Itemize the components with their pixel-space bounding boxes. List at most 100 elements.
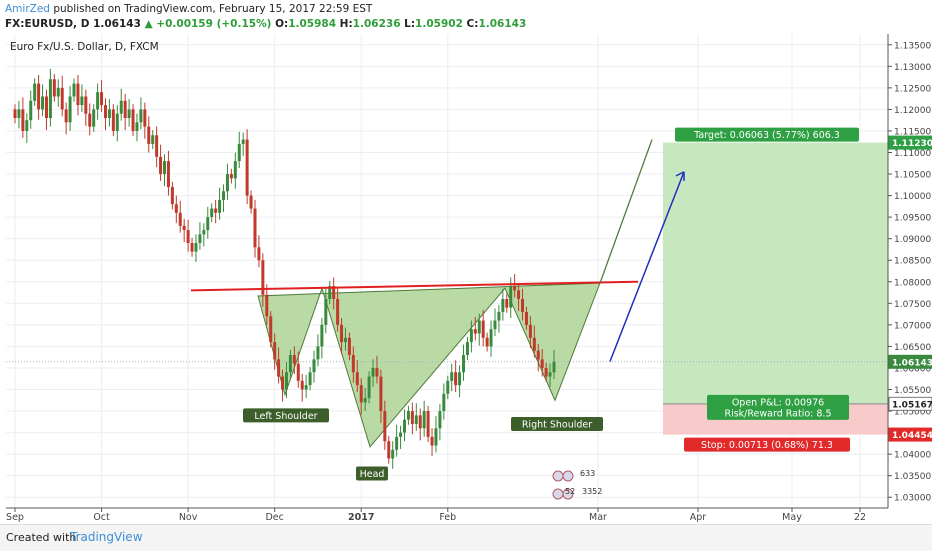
tradingview-logo[interactable]: TradingView	[70, 530, 143, 544]
candle-body	[229, 174, 233, 179]
target-zone	[663, 142, 888, 404]
candle-body	[103, 105, 107, 119]
candle-body	[218, 199, 222, 213]
candle-body	[320, 324, 324, 347]
high-label: H:	[339, 18, 353, 30]
price-tick-label: 1.09000	[894, 235, 931, 245]
candle-body	[343, 337, 347, 343]
candle-body	[316, 346, 320, 360]
candle-body	[399, 432, 403, 437]
time-tick-label: Sep	[6, 512, 24, 523]
candle-body	[210, 208, 214, 218]
pattern-label-bg	[511, 416, 603, 431]
candle-body	[379, 376, 383, 412]
price-tick-label: 1.04000	[894, 451, 931, 461]
pattern-label-bg	[243, 408, 329, 423]
pattern-label-bg	[356, 466, 388, 481]
candle-body	[107, 109, 111, 119]
candle-body	[284, 372, 288, 390]
candle-body	[454, 372, 458, 386]
candle-body	[296, 363, 300, 381]
price-tick-label: 1.11500	[894, 127, 931, 137]
candle-body	[21, 109, 25, 131]
time-tick-label: 22	[854, 512, 866, 523]
symbol-label: FX:EURUSD, D	[5, 18, 90, 30]
candle-body	[383, 411, 387, 442]
candle-body	[76, 83, 80, 106]
candle-body	[312, 359, 316, 373]
price-tag-label: 1.11230	[892, 139, 932, 149]
candle-body	[292, 355, 296, 364]
candle-body	[351, 355, 355, 373]
candle-body	[375, 367, 379, 377]
candle-body	[72, 83, 76, 97]
candle-body	[446, 380, 450, 394]
candle-body	[359, 385, 363, 403]
candle-body	[151, 135, 155, 144]
candle-body	[206, 217, 210, 231]
target-badge-text: Target: 0.06063 (5.77%) 606.3	[693, 130, 840, 141]
candle-body	[33, 83, 37, 101]
price-chart[interactable]: Left Shoulder Head Right Shoulder Target: 0…	[0, 34, 932, 524]
published-text: published on TradingView.com, February 1…	[53, 3, 373, 15]
time-tick-label: Mar	[589, 512, 607, 523]
open-label: O:	[275, 18, 289, 30]
author-link[interactable]: AmirZed	[5, 3, 50, 15]
candles	[13, 68, 556, 469]
candle-body	[414, 415, 418, 424]
candle-body	[434, 428, 438, 446]
chart-header: AmirZed published on TradingView.com, Fe…	[0, 0, 932, 34]
candle-body	[324, 299, 328, 325]
price-tick-label: 1.05500	[894, 386, 931, 396]
head-shoulders-pattern	[257, 282, 601, 448]
price-tag	[888, 135, 932, 150]
close-value: 1.06143	[478, 18, 527, 30]
candle-body	[37, 83, 41, 110]
time-tick-label: May	[782, 512, 802, 523]
candle-body	[465, 342, 469, 356]
candle-body	[237, 143, 241, 162]
candle-body	[135, 122, 139, 131]
target-arrow	[609, 171, 685, 362]
publish-info: AmirZed published on TradingView.com, Fe…	[5, 3, 372, 15]
candle-body	[265, 294, 269, 317]
candle-body	[391, 449, 395, 459]
candle-body	[56, 87, 60, 97]
candle-body	[119, 100, 123, 114]
candle-body	[332, 286, 336, 300]
price-tag-label: 1.06143	[892, 358, 932, 368]
high-value: 1.06236	[352, 18, 401, 30]
price-axis-bg	[888, 34, 932, 524]
candle-body	[190, 242, 194, 252]
candle-body	[170, 186, 174, 205]
candle-body	[450, 372, 454, 381]
candle-body	[462, 355, 466, 373]
last-price: 1.06143	[93, 18, 141, 30]
candle-body	[458, 372, 462, 386]
candle-body	[473, 329, 477, 334]
candle-body	[328, 286, 332, 300]
candle-body	[477, 320, 481, 334]
stop-badge-text: Stop: 0.00713 (0.68%) 71.3	[701, 440, 833, 451]
price-tick-label: 1.13000	[894, 63, 931, 73]
candle-body	[64, 109, 68, 123]
event-flag-icon	[562, 470, 574, 482]
candle-body	[182, 225, 186, 231]
ohlc-line: FX:EURUSD, D 1.06143 ▲ +0.00159 (+0.15%)…	[5, 18, 526, 30]
candle-body	[395, 436, 399, 450]
candle-body	[363, 398, 367, 403]
candle-body	[186, 230, 190, 243]
open-value: 1.05984	[288, 18, 337, 30]
candle-body	[60, 87, 64, 110]
stop-badge: Stop: 0.00713 (0.68%) 71.3	[684, 437, 850, 452]
candle-body	[509, 286, 513, 308]
candle-body	[521, 299, 525, 312]
close-label: C:	[466, 18, 479, 30]
candle-body	[115, 113, 119, 131]
candle-body	[497, 311, 501, 321]
candle-body	[387, 441, 391, 459]
price-tick-label: 1.12500	[894, 84, 931, 94]
candle-body	[52, 79, 56, 97]
candle-body	[68, 96, 72, 123]
target-badge: Target: 0.06063 (5.77%) 606.3	[675, 127, 859, 142]
